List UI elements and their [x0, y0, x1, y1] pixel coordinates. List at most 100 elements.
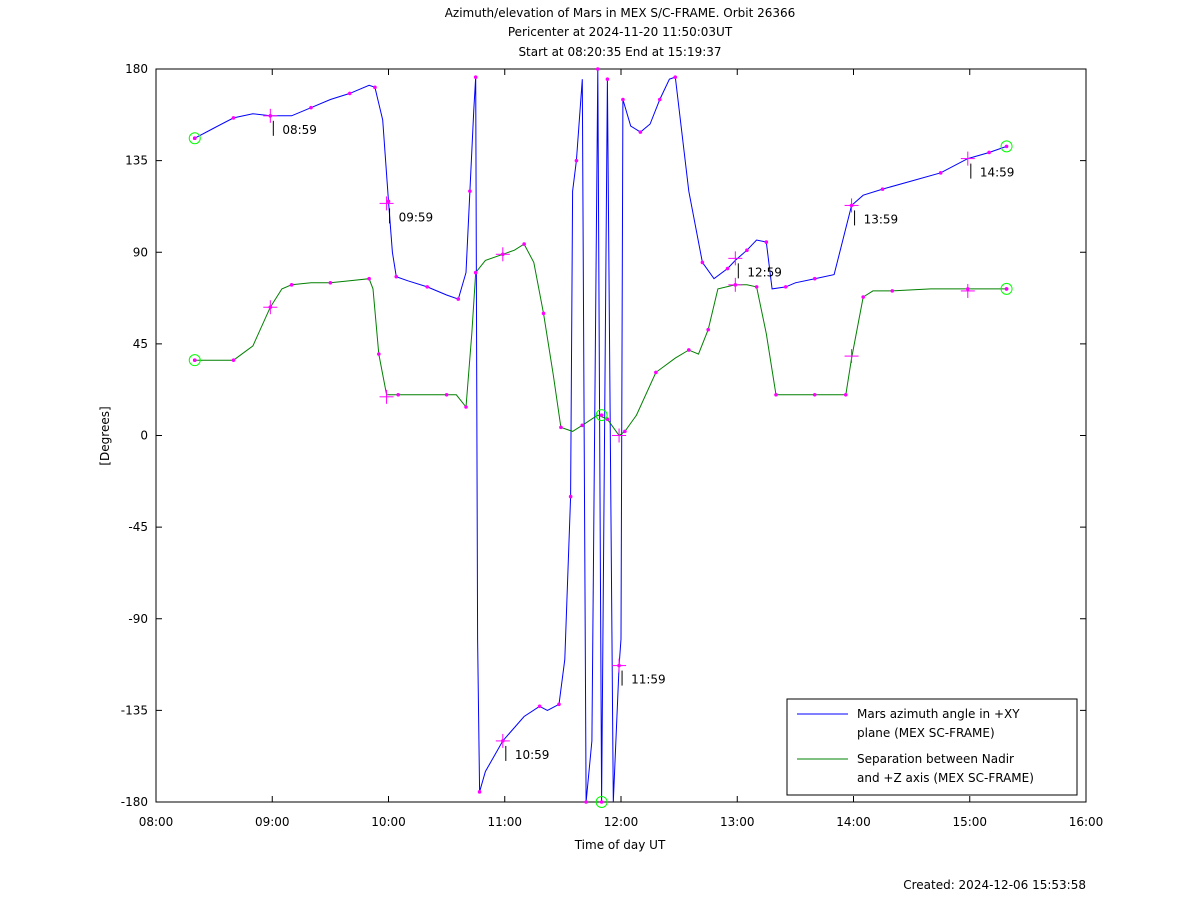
data-point — [574, 158, 579, 163]
data-point — [725, 266, 730, 271]
data-point — [541, 311, 546, 316]
legend-label: plane (MEX SC-FRAME) — [857, 726, 995, 740]
y-tick-label: 180 — [125, 62, 148, 76]
data-point — [673, 75, 678, 79]
data-point — [764, 240, 769, 244]
data-point — [654, 370, 658, 375]
hour-marker-label: 09:59 — [399, 210, 434, 224]
data-point — [987, 150, 991, 155]
data-point — [468, 189, 472, 193]
data-point — [580, 423, 585, 428]
hour-marker-label: 12:59 — [747, 265, 782, 279]
y-tick-label: 135 — [125, 154, 148, 168]
data-point — [880, 187, 885, 191]
endpoint-dot — [599, 413, 604, 417]
x-tick-label: 09:00 — [255, 815, 290, 829]
y-tick-label: -135 — [121, 703, 148, 717]
y-tick-label: 90 — [133, 245, 148, 259]
hour-marker-label: 13:59 — [864, 212, 899, 226]
endpoint-dot — [1004, 287, 1009, 291]
data-point — [938, 171, 943, 175]
endpoint-circle — [188, 354, 201, 367]
data-point — [394, 274, 399, 279]
plot-area: 08:00 09:00 10:00 11:00 12:00 13:00 14:00 15:00… — [121, 62, 1104, 829]
data-point — [456, 297, 461, 301]
data-point — [783, 285, 788, 289]
y-tick-label: -180 — [121, 795, 148, 809]
x-tick-label: 16:00 — [1069, 815, 1104, 829]
legend-label: Mars azimuth angle in +XY — [857, 707, 1020, 721]
azimuth-series-line — [194, 68, 1007, 803]
data-point — [473, 270, 478, 275]
x-tick-label: 08:00 — [139, 815, 174, 829]
endpoint-circle — [595, 796, 608, 808]
data-point — [584, 800, 588, 804]
y-tick-label: 45 — [133, 337, 148, 351]
data-point — [425, 285, 430, 289]
data-point — [559, 425, 563, 430]
data-point — [861, 295, 865, 299]
endpoint-dot — [192, 136, 197, 141]
endpoint-dot — [1004, 144, 1009, 149]
data-point — [289, 283, 294, 287]
separation-series-line — [194, 243, 1007, 437]
x-axis-label: Time of day UT — [574, 838, 666, 852]
data-point — [754, 285, 759, 289]
chart-title-line-2: Pericenter at 2024-11-20 11:50:03UT — [508, 25, 733, 39]
endpoint-circle — [1000, 282, 1013, 295]
data-point — [568, 494, 573, 499]
data-point — [537, 704, 542, 709]
legend-label: Separation between Nadir — [857, 752, 1014, 766]
data-point — [706, 327, 710, 332]
legend-label: and +Z axis (MEX SC-FRAME) — [857, 771, 1034, 785]
endpoint-circle — [1000, 140, 1013, 153]
data-point — [638, 130, 643, 134]
data-point — [347, 91, 352, 96]
legend-box — [786, 698, 1078, 796]
data-point — [700, 260, 705, 265]
data-point — [328, 280, 333, 285]
hour-marker-label: 08:59 — [282, 123, 317, 137]
data-point — [522, 242, 526, 246]
data-point — [774, 392, 778, 397]
hour-marker-label: 14:59 — [980, 166, 1015, 180]
data-point — [477, 790, 482, 794]
data-point — [621, 97, 625, 102]
endpoint-dot — [599, 800, 604, 804]
endpoint-dot — [192, 358, 197, 362]
data-point — [386, 199, 391, 204]
data-point — [464, 405, 468, 409]
x-tick-label: 13:00 — [720, 815, 755, 829]
data-point — [595, 67, 600, 71]
data-point — [623, 429, 627, 434]
data-point — [812, 276, 817, 281]
created-footer: Created: 2024-12-06 15:53:58 — [903, 878, 1086, 892]
data-point — [444, 392, 449, 397]
x-tick-label: 12:00 — [604, 815, 639, 829]
data-point — [557, 702, 561, 707]
x-tick-label: 10:00 — [371, 815, 406, 829]
y-axis-label: [Degrees] — [98, 406, 112, 465]
data-point — [745, 248, 749, 253]
data-point — [373, 85, 377, 90]
x-tick-label: 14:00 — [836, 815, 871, 829]
legend: Mars azimuth angle in +XY plane (MEX SC-F… — [786, 698, 1078, 796]
hour-marker-label: 10:59 — [515, 748, 550, 762]
data-point — [812, 392, 817, 397]
y-tick-label: -45 — [128, 520, 148, 534]
y-tick-label: -90 — [128, 612, 148, 626]
data-point — [843, 392, 848, 397]
chart-title-line-1: Azimuth/elevation of Mars in MEX S/C-FRA… — [445, 6, 796, 20]
x-tick-label: 15:00 — [952, 815, 987, 829]
endpoint-circle — [595, 409, 608, 422]
chart-title-line-3: Start at 08:20:35 End at 15:19:37 — [518, 45, 721, 59]
data-point — [231, 116, 236, 120]
data-point — [605, 77, 610, 81]
data-point — [231, 358, 236, 362]
data-point — [473, 75, 478, 79]
y-tick-label: 0 — [140, 429, 148, 443]
data-point — [657, 97, 662, 102]
data-point — [890, 289, 895, 293]
data-point — [309, 105, 313, 110]
